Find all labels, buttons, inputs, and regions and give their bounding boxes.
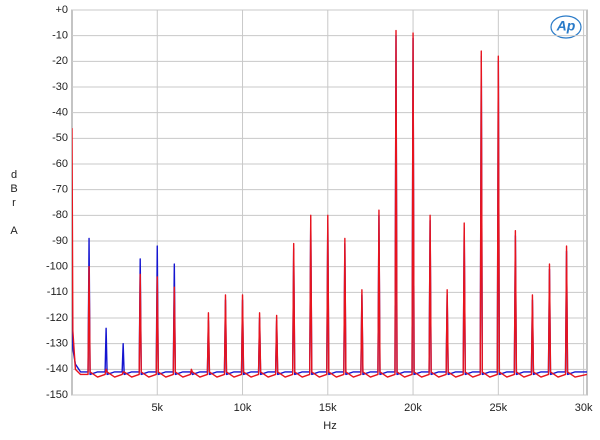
y-tick-label: -110	[47, 286, 68, 298]
x-tick-label: 5k	[151, 402, 163, 414]
y-tick-label: -40	[52, 107, 68, 119]
y-tick-label: -90	[52, 235, 68, 247]
x-tick-label: 10k	[234, 402, 252, 414]
x-tick-label: 30k	[575, 402, 593, 414]
plot-lines	[72, 29, 587, 378]
plot-area	[71, 9, 588, 396]
x-axis-label: Hz	[323, 420, 336, 432]
y-tick-label: -130	[46, 338, 68, 350]
y-tick-label: -70	[52, 184, 68, 196]
y-tick-label: -30	[52, 81, 68, 93]
y-tick-label: -80	[52, 209, 68, 221]
x-tick-label: 15k	[319, 402, 337, 414]
x-tick-label: 20k	[404, 402, 422, 414]
y-tick-label: -140	[46, 363, 68, 375]
y-tick-label: +0	[55, 4, 68, 16]
y-tick-label: -50	[52, 132, 68, 144]
spectrum-line	[72, 29, 587, 378]
y-tick-label: -120	[46, 312, 68, 324]
y-tick-label: -60	[52, 158, 68, 170]
y-tick-label: -10	[52, 30, 68, 42]
y-tick-label: -100	[46, 261, 68, 273]
logo-ring	[550, 15, 582, 39]
x-tick-label: 25k	[489, 402, 507, 414]
y-tick-label: -150	[46, 389, 68, 401]
logo: Ap	[556, 18, 576, 34]
y-tick-label: -20	[52, 55, 68, 67]
